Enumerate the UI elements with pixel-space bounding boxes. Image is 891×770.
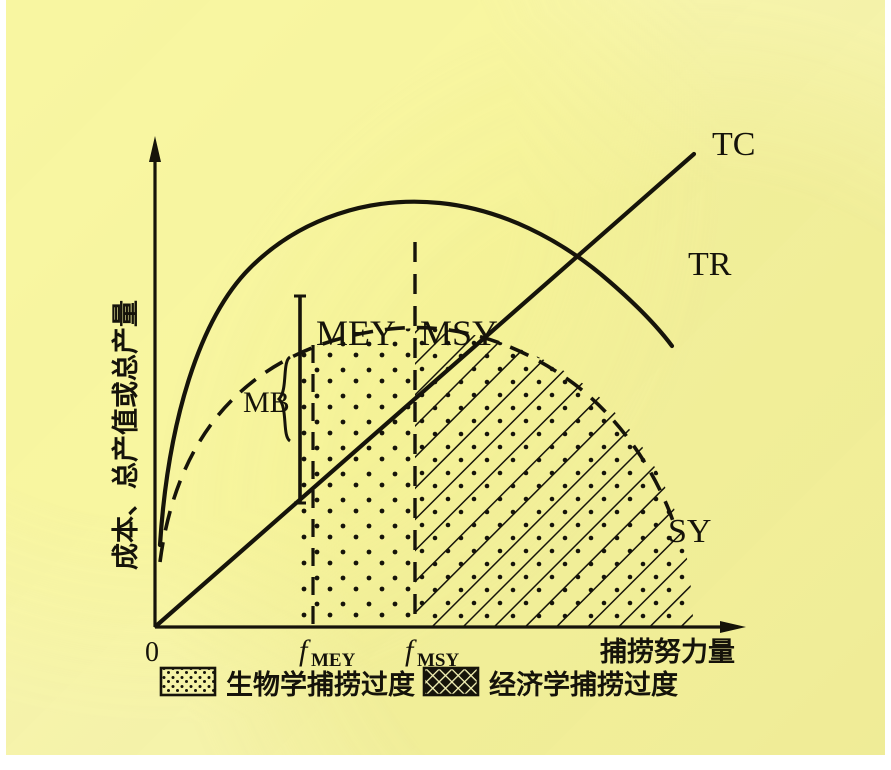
tick-f-msy-f: f <box>405 634 417 667</box>
legend-item-economic: 经济学捕捞过度 <box>422 666 678 701</box>
curve-tc <box>153 151 697 629</box>
curve-tr <box>157 199 675 548</box>
marker-mb-segment <box>276 294 306 505</box>
shaded-region-biological-overfishing <box>300 328 415 627</box>
legend: 生物学捕捞过度 经济学捕捞过度 <box>159 666 678 701</box>
tick-f-msy-sub: MSY <box>417 650 460 671</box>
label-tr: TR <box>688 246 732 283</box>
label-mb: MB <box>243 386 290 419</box>
x-axis-label: 捕捞努力量 <box>600 636 735 668</box>
legend-label-economic: 经济学捕捞过度 <box>489 669 678 701</box>
tick-label-f-msy: f MSY <box>405 634 460 671</box>
label-sy: SY <box>668 513 711 550</box>
label-msy: MSY <box>420 313 498 353</box>
label-origin: 0 <box>145 637 159 668</box>
legend-item-biological: 生物学捕捞过度 <box>159 666 415 701</box>
legend-swatch-crosshatch <box>422 666 480 697</box>
y-axis-label: 成本、总产值或总产量 <box>111 300 142 570</box>
tick-label-f-mey: f MEY <box>299 634 356 671</box>
legend-swatch-dotted <box>159 666 217 697</box>
label-tc: TC <box>712 126 755 163</box>
legend-label-biological: 生物学捕捞过度 <box>226 669 415 701</box>
curve-sy <box>158 325 675 563</box>
label-mey: MEY <box>316 313 396 353</box>
tick-f-mey-sub: MEY <box>311 650 356 671</box>
axes <box>149 136 746 633</box>
tick-f-mey-f: f <box>299 634 311 667</box>
